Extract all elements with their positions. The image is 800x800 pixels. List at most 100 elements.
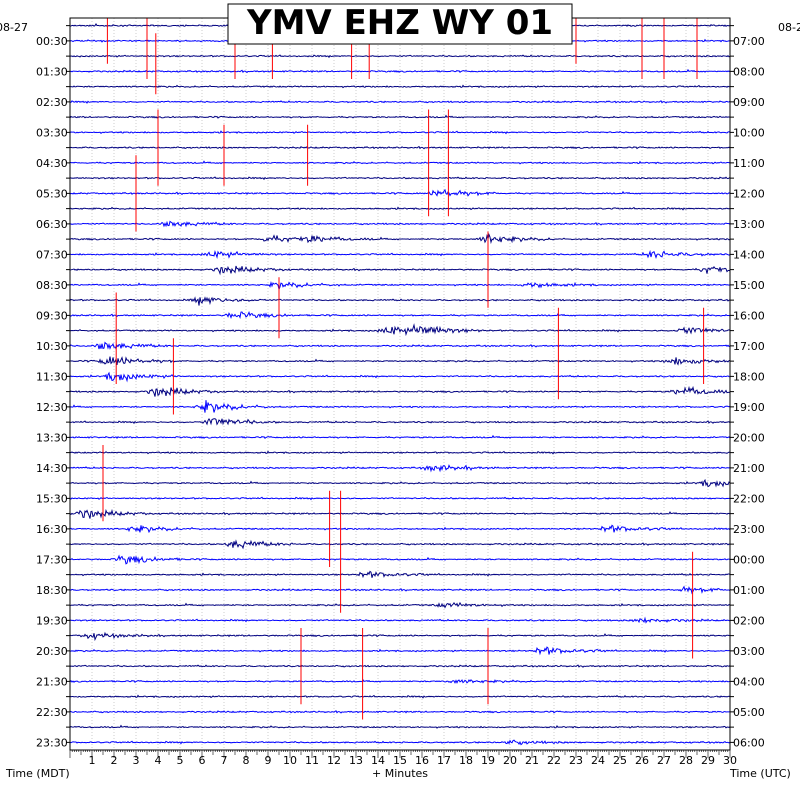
x-tick-label: 19 [481,754,495,767]
left-time-label: 19:30 [36,614,68,627]
trace-row [69,323,731,337]
trace-row [69,311,731,319]
x-tick-label: 24 [591,754,605,767]
x-tick-label: 14 [371,754,385,767]
trace-row [69,100,731,104]
x-tick-label: 29 [701,754,715,767]
trace-row [69,296,731,306]
x-tick-label: 6 [199,754,206,767]
right-time-label: 00:00 [733,553,765,566]
x-tick-label: 11 [305,754,319,767]
trace-row [69,385,731,397]
right-time-label: 13:00 [733,218,765,231]
trace-row [69,418,731,426]
x-tick-label: 21 [525,754,539,767]
left-time-label: 21:30 [36,675,68,688]
trace-row [69,68,731,74]
trace-row [69,524,731,534]
trace-row [69,341,731,350]
trace-row [69,206,731,211]
right-time-label: 06:00 [733,736,765,749]
right-date-label: 08-28 [778,21,800,34]
right-time-label: 07:00 [733,35,765,48]
left-time-label: 10:30 [36,340,68,353]
trace-row [69,554,731,565]
right-time-label: 16:00 [733,309,765,322]
right-time-label: 12:00 [733,187,765,200]
title-box [227,3,573,45]
right-time-label: 23:00 [733,523,765,536]
trace-row [69,233,731,245]
trace-row [69,739,731,746]
left-time-label: 23:30 [36,736,68,749]
right-time-label: 22:00 [733,492,765,505]
x-tick-label: 16 [415,754,429,767]
trace-row [69,631,731,642]
right-axis-label: Time (UTC) [729,767,791,780]
x-tick-label: 7 [221,754,228,767]
left-time-label: 17:30 [36,553,68,566]
x-tick-label: 23 [569,754,583,767]
left-time-label: 04:30 [36,157,68,170]
right-time-label: 02:00 [733,614,765,627]
trace-row [69,281,731,292]
left-axis-label: Time (MDT) [5,767,70,780]
trace-row [69,496,731,501]
right-time-label: 17:00 [733,340,765,353]
right-time-label: 10:00 [733,126,765,139]
trace-row [69,724,731,729]
right-time-label: 14:00 [733,248,765,261]
left-date-label: 08-27 [0,21,28,34]
left-time-label: 20:30 [36,645,68,658]
right-time-label: 04:00 [733,675,765,688]
trace-row [69,176,731,181]
left-time-label: 11:30 [36,370,68,383]
right-time-label: 19:00 [733,401,765,414]
right-time-label: 21:00 [733,462,765,475]
x-axis-label: + Minutes [372,767,428,780]
x-tick-label: 8 [243,754,250,767]
x-tick-label: 12 [327,754,341,767]
left-time-label: 12:30 [36,401,68,414]
left-time-label: 07:30 [36,248,68,261]
trace-row [69,114,731,119]
trace-row [69,220,731,228]
left-time-label: 22:30 [36,706,68,719]
trace-row [69,400,731,413]
left-time-label: 14:30 [36,462,68,475]
left-time-label: 15:30 [36,492,68,505]
grid-lines [91,18,709,750]
trace-row [69,464,731,473]
trace-row [69,664,731,668]
x-tick-label: 9 [265,754,272,767]
x-tick-label: 5 [177,754,184,767]
axis-labels: 00:30 01:30 02:30 03:30 04:30 05:30 06:30 07:30… [36,35,765,767]
trace-row [69,249,731,260]
trace-row [69,265,731,276]
left-time-label: 13:30 [36,431,68,444]
trace-row [69,678,731,684]
trace-row [69,371,731,383]
x-tick-label: 17 [437,754,451,767]
trace-row [69,478,731,488]
left-time-label: 02:30 [36,96,68,109]
left-time-label: 06:30 [36,218,68,231]
trace-row [69,601,731,609]
trace-row [69,710,731,714]
trace-row [69,130,731,135]
trace-row [69,616,731,624]
x-tick-label: 2 [111,754,118,767]
x-tick-label: 22 [547,754,561,767]
x-tick-label: 18 [459,754,473,767]
left-time-label: 05:30 [36,187,68,200]
left-time-label: 08:30 [36,279,68,292]
trace-row [69,356,731,366]
left-time-label: 03:30 [36,126,68,139]
left-time-label: 01:30 [36,65,68,78]
left-time-label: 00:30 [36,35,68,48]
trace-row [69,54,731,59]
right-time-label: 18:00 [733,370,765,383]
right-time-label: 09:00 [733,96,765,109]
x-tick-label: 3 [133,754,140,767]
